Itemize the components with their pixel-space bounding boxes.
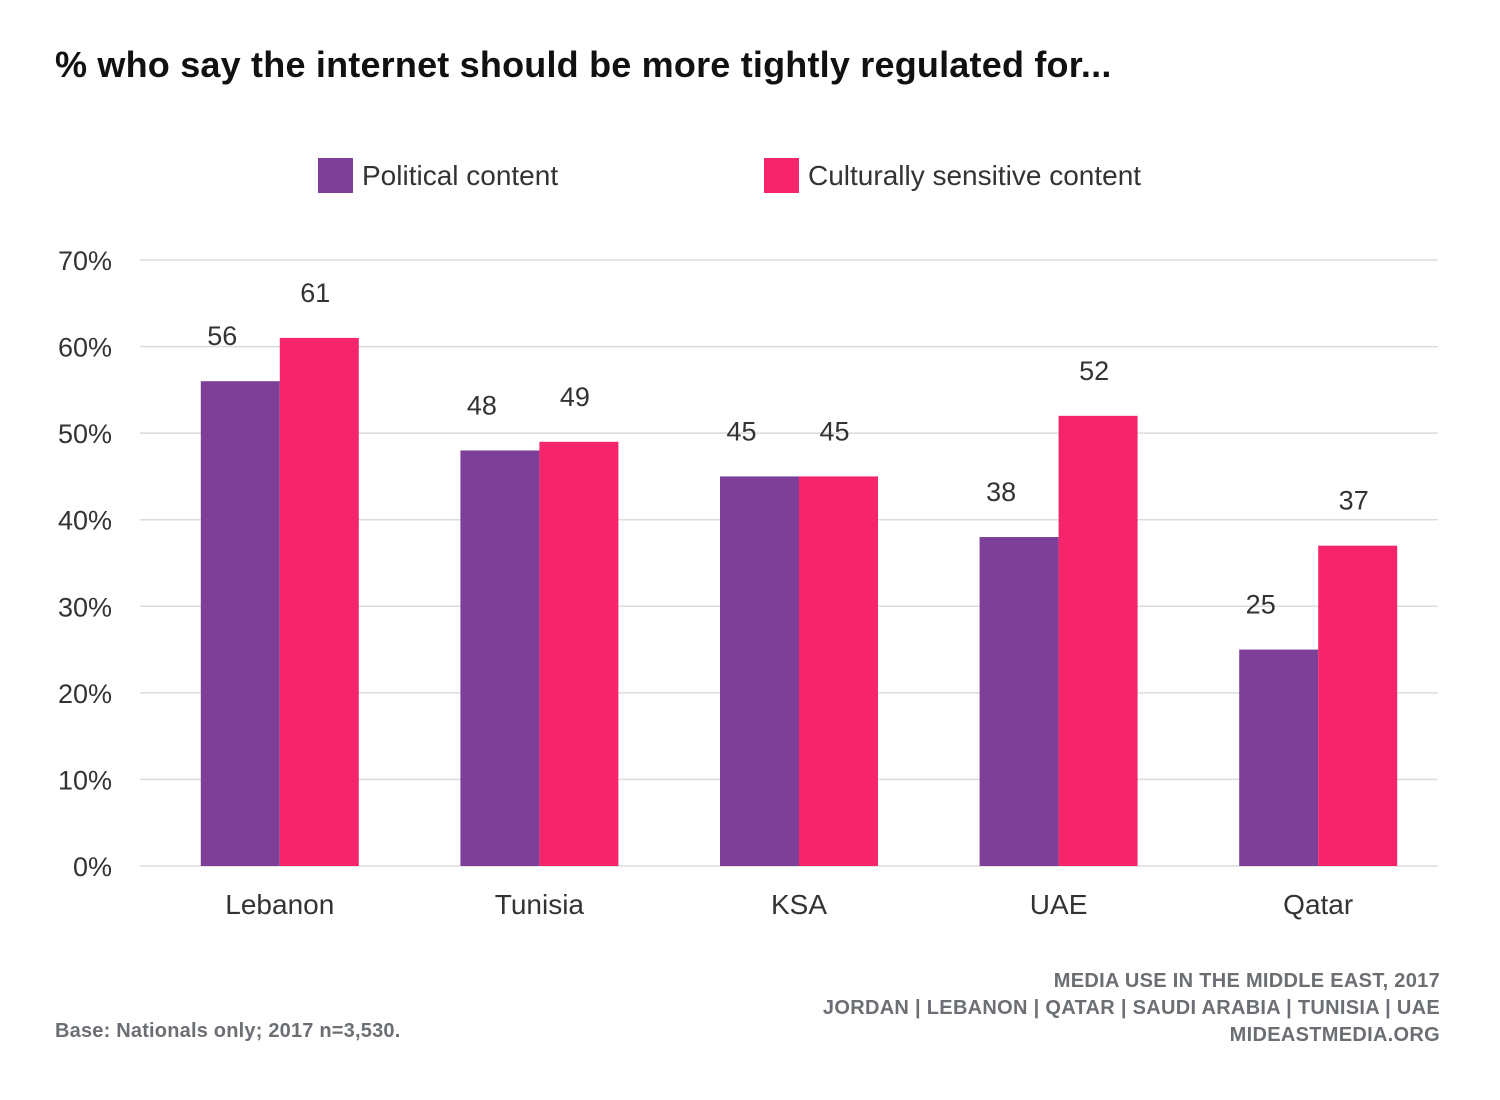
data-label: 48 — [467, 390, 497, 420]
legend-swatch — [318, 158, 353, 193]
source-line-2: JORDAN | LEBANON | QATAR | SAUDI ARABIA … — [822, 997, 1440, 1019]
y-tick-label: 50% — [58, 419, 112, 449]
bar — [799, 476, 878, 866]
data-label: 45 — [726, 416, 756, 446]
source-line-1: MEDIA USE IN THE MIDDLE EAST, 2017 — [1053, 970, 1440, 992]
y-tick-label: 60% — [58, 333, 112, 363]
legend-label: Political content — [362, 160, 558, 191]
y-tick-label: 10% — [58, 765, 112, 795]
x-tick-label: Lebanon — [225, 889, 334, 920]
bar — [1318, 545, 1398, 866]
y-tick-label: 20% — [58, 679, 112, 709]
y-tick-label: 40% — [58, 506, 112, 536]
bar — [539, 441, 619, 866]
legend-label: Culturally sensitive content — [808, 160, 1141, 191]
data-label: 56 — [207, 321, 237, 351]
y-tick-label: 0% — [73, 852, 112, 882]
chart-title: % who say the internet should be more ti… — [55, 44, 1112, 85]
bar — [1239, 649, 1319, 866]
data-label: 49 — [560, 382, 590, 412]
source-attribution: MEDIA USE IN THE MIDDLE EAST, 2017 JORDA… — [823, 968, 1440, 1049]
bar — [200, 381, 280, 866]
x-tick-label: Tunisia — [495, 889, 585, 920]
data-label: 38 — [986, 477, 1016, 507]
bar — [979, 537, 1059, 866]
y-tick-label: 70% — [58, 246, 112, 276]
x-tick-label: UAE — [1030, 889, 1088, 920]
bar — [460, 450, 540, 866]
bar — [1058, 415, 1138, 866]
x-tick-label: KSA — [771, 889, 827, 920]
x-tick-label: Qatar — [1283, 889, 1353, 920]
bar — [720, 476, 799, 866]
data-label: 45 — [819, 416, 849, 446]
base-note: Base: Nationals only; 2017 n=3,530. — [55, 1020, 401, 1042]
y-tick-label: 30% — [58, 592, 112, 622]
source-line-3: MIDEASTMEDIA.ORG — [1229, 1024, 1440, 1046]
data-label: 25 — [1246, 590, 1276, 620]
data-label: 37 — [1339, 486, 1369, 516]
legend-swatch — [764, 158, 799, 193]
data-label: 61 — [300, 278, 330, 308]
bar — [279, 337, 359, 866]
data-label: 52 — [1079, 356, 1109, 386]
